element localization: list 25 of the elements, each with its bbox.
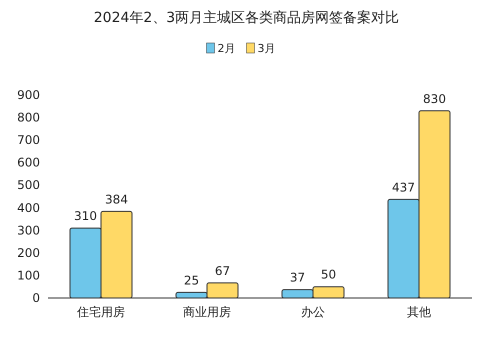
x-tick-label: 办公	[301, 305, 325, 319]
x-tick-label: 其他	[407, 305, 431, 319]
y-tick-label: 0	[32, 291, 40, 305]
data-label: 384	[105, 192, 128, 206]
data-label: 50	[320, 268, 336, 282]
data-label: 437	[392, 180, 415, 194]
x-tick-label: 商业用房	[183, 305, 231, 319]
legend-label: 3月	[258, 42, 276, 55]
data-label: 67	[214, 264, 230, 278]
y-tick-label: 100	[17, 268, 40, 282]
data-label: 25	[184, 273, 200, 288]
y-tick-label: 400	[17, 200, 40, 215]
title: 2024年2、3两月主城区各类商品房网签备案对比	[94, 10, 400, 26]
y-tick-label: 500	[17, 178, 40, 192]
x-tick-label: 住宅用房	[76, 305, 125, 319]
y-tick-label: 200	[17, 246, 40, 260]
y-tick-label: 300	[17, 223, 40, 238]
data-label: 310	[74, 209, 97, 224]
data-label: 37	[290, 270, 306, 285]
legend-label: 2月	[218, 42, 236, 55]
data-label: 830	[423, 92, 446, 106]
y-tick-label: 800	[17, 110, 40, 125]
y-tick-label: 600	[17, 156, 40, 170]
y-tick-label: 900	[17, 88, 40, 102]
y-tick-label: 700	[17, 133, 40, 148]
